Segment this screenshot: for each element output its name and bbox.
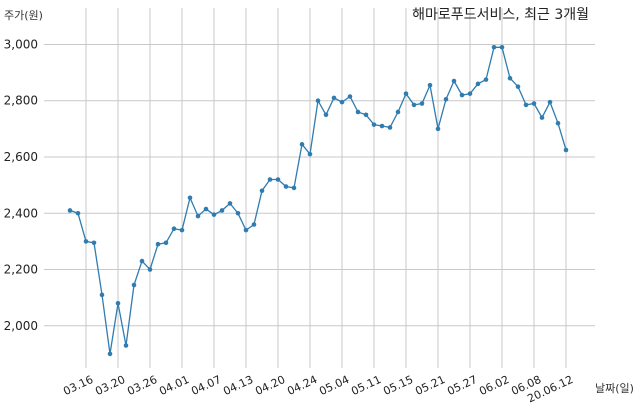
data-point — [499, 44, 505, 50]
x-tick-label: 05.27 — [445, 373, 479, 398]
data-point — [419, 101, 425, 106]
price-series — [67, 44, 569, 357]
data-point — [219, 208, 225, 213]
x-tick-label: 05.04 — [317, 373, 351, 398]
data-point — [467, 91, 473, 96]
data-point — [283, 184, 289, 189]
data-point — [491, 44, 497, 50]
data-point — [331, 95, 337, 101]
data-point — [275, 177, 281, 182]
data-point — [435, 126, 441, 132]
chart-title: 해마로푸드서비스, 최근 3개월 — [412, 7, 589, 23]
data-point — [171, 226, 177, 232]
x-tick-label: 06.02 — [477, 373, 511, 398]
data-point — [291, 185, 297, 191]
data-point — [251, 222, 257, 227]
data-point — [459, 92, 465, 98]
data-point — [267, 177, 273, 182]
data-point — [443, 97, 449, 102]
y-axis-ticks: 2,000 2,200 2,400 2,600 2,800 3,000 — [4, 37, 38, 332]
data-point — [115, 300, 121, 306]
data-point — [339, 99, 345, 105]
data-point — [107, 351, 113, 357]
x-axis-ticks: 03.1603.2003.2604.0104.0704.1304.2004.24… — [61, 373, 575, 405]
data-point — [395, 109, 401, 115]
data-point — [427, 82, 433, 88]
data-point — [547, 99, 553, 105]
data-point — [379, 123, 385, 129]
data-point — [411, 102, 417, 108]
data-point — [371, 122, 377, 127]
y-tick-label: 2,200 — [4, 263, 38, 277]
data-point — [387, 125, 393, 130]
data-point — [195, 213, 201, 219]
data-point — [83, 239, 89, 244]
x-tick-label: 04.24 — [285, 373, 319, 398]
data-point — [451, 78, 457, 84]
x-tick-label: 03.16 — [61, 373, 95, 398]
data-point — [163, 240, 169, 246]
data-point — [99, 292, 105, 298]
data-point — [347, 94, 353, 99]
x-tick-label: 04.13 — [221, 373, 255, 398]
data-point — [235, 210, 241, 216]
data-point — [227, 201, 233, 206]
data-point — [131, 282, 137, 288]
x-axis-label: 날짜(일) — [595, 381, 634, 395]
data-point — [403, 91, 409, 96]
data-point — [475, 81, 481, 87]
data-point — [243, 227, 249, 233]
data-point — [91, 240, 97, 246]
x-tick-label: 05.21 — [413, 373, 447, 398]
data-point — [259, 188, 265, 194]
y-tick-label: 2,800 — [4, 94, 38, 108]
data-point — [67, 208, 73, 213]
y-tick-label: 2,600 — [4, 150, 38, 164]
x-tick-label: 05.11 — [349, 373, 383, 398]
y-tick-label: 2,000 — [4, 319, 38, 333]
data-point — [75, 210, 81, 216]
y-tick-label: 3,000 — [4, 37, 38, 51]
data-point — [531, 101, 537, 106]
data-point — [147, 267, 153, 272]
x-tick-label: 05.15 — [381, 373, 415, 398]
data-point — [123, 343, 129, 348]
data-point — [203, 206, 209, 212]
x-tick-label: 03.20 — [93, 373, 127, 398]
data-point — [307, 151, 313, 157]
x-tick-label: 04.20 — [253, 373, 287, 398]
data-point — [483, 77, 489, 82]
x-tick-label: 03.26 — [125, 373, 159, 398]
data-point — [507, 75, 513, 81]
y-tick-label: 2,400 — [4, 206, 38, 220]
data-point — [323, 112, 329, 118]
data-point — [563, 147, 569, 153]
data-point — [179, 227, 185, 233]
data-point — [187, 195, 193, 201]
data-point — [139, 258, 145, 264]
data-point — [539, 115, 545, 120]
data-point — [155, 241, 161, 247]
price-line — [69, 46, 567, 355]
data-point — [363, 112, 369, 118]
x-tick-label: 04.07 — [189, 373, 223, 398]
data-point — [523, 102, 529, 108]
data-point — [211, 212, 217, 217]
y-axis-label: 주가(원) — [4, 9, 43, 22]
data-point — [315, 98, 321, 104]
data-point — [555, 120, 561, 126]
data-point — [299, 142, 305, 147]
x-tick-label: 04.01 — [157, 373, 191, 398]
data-point — [355, 109, 361, 115]
data-point — [515, 84, 521, 89]
grid-lines — [44, 8, 595, 368]
